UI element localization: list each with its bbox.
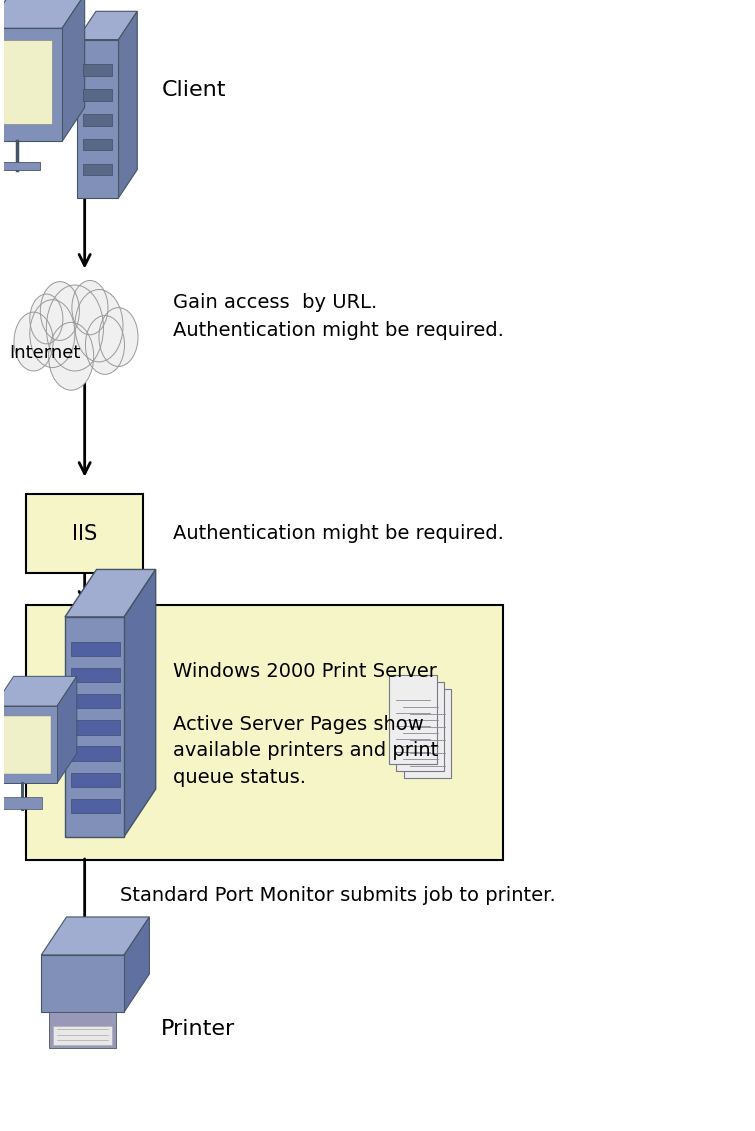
Polygon shape (0, 706, 57, 784)
FancyBboxPatch shape (26, 605, 504, 860)
Text: Client: Client (162, 80, 226, 101)
FancyBboxPatch shape (26, 494, 143, 573)
Text: Printer: Printer (162, 1019, 236, 1039)
Polygon shape (83, 89, 112, 101)
Polygon shape (71, 694, 120, 708)
Polygon shape (71, 642, 120, 656)
Polygon shape (71, 772, 120, 787)
Polygon shape (124, 570, 156, 837)
Text: Authentication might be required.: Authentication might be required. (173, 525, 504, 543)
Polygon shape (83, 164, 112, 175)
Polygon shape (83, 139, 112, 150)
Polygon shape (49, 1012, 116, 1047)
Text: Windows 2000 Print Server

Active Server Pages show
available printers and print: Windows 2000 Print Server Active Server … (173, 662, 438, 787)
Circle shape (72, 280, 108, 335)
FancyBboxPatch shape (0, 40, 52, 124)
Polygon shape (77, 11, 137, 40)
Polygon shape (65, 618, 124, 837)
FancyBboxPatch shape (0, 716, 51, 774)
Polygon shape (42, 955, 124, 1012)
Circle shape (14, 312, 53, 371)
Circle shape (46, 285, 103, 371)
Polygon shape (65, 570, 156, 618)
Circle shape (85, 316, 125, 374)
Polygon shape (53, 1026, 112, 1045)
Polygon shape (77, 40, 119, 198)
Polygon shape (0, 28, 62, 141)
Circle shape (29, 300, 75, 368)
Polygon shape (71, 746, 120, 761)
Polygon shape (0, 162, 39, 170)
Polygon shape (71, 668, 120, 682)
Polygon shape (71, 720, 120, 734)
Polygon shape (83, 114, 112, 126)
FancyBboxPatch shape (396, 682, 444, 771)
Text: Standard Port Monitor submits job to printer.: Standard Port Monitor submits job to pri… (120, 887, 556, 905)
FancyBboxPatch shape (390, 674, 436, 763)
Polygon shape (42, 917, 149, 955)
Text: Gain access  by URL.
Authentication might be required.: Gain access by URL. Authentication might… (173, 293, 504, 340)
Polygon shape (0, 0, 85, 28)
Polygon shape (83, 64, 112, 76)
Circle shape (99, 308, 138, 366)
Polygon shape (57, 676, 77, 784)
Text: IIS: IIS (72, 524, 97, 544)
FancyBboxPatch shape (404, 689, 451, 778)
Polygon shape (2, 797, 42, 810)
Circle shape (40, 282, 79, 340)
Polygon shape (119, 11, 137, 198)
Circle shape (48, 322, 94, 390)
Polygon shape (124, 917, 149, 1012)
Circle shape (75, 290, 123, 362)
Polygon shape (62, 0, 85, 141)
Text: Internet: Internet (9, 344, 81, 362)
Circle shape (29, 294, 63, 344)
Polygon shape (0, 676, 77, 706)
Polygon shape (71, 798, 120, 813)
